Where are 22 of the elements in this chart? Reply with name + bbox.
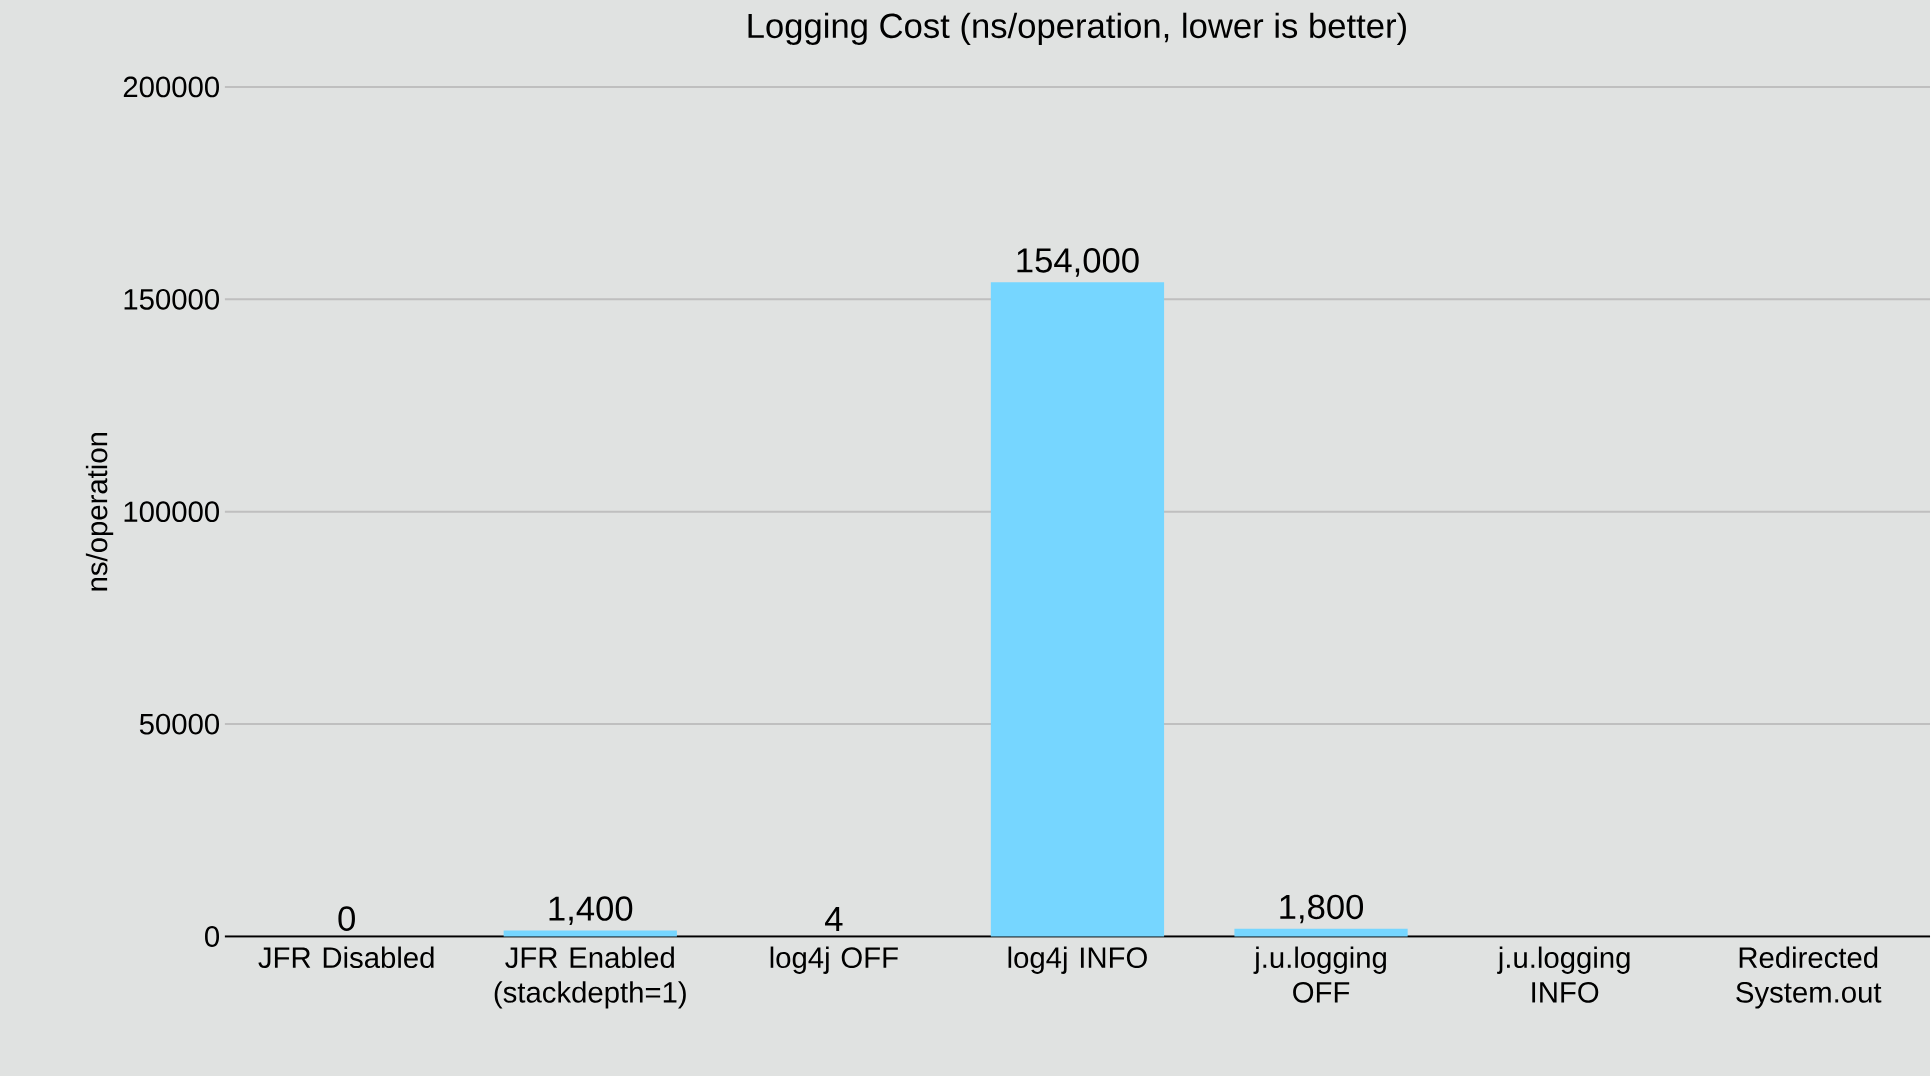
bar <box>1234 928 1408 937</box>
y-tick-label: 200000 <box>123 76 220 98</box>
y-tick-label: 50000 <box>139 713 220 735</box>
data-label: 4 <box>825 906 843 931</box>
x-tick-label: log4j INFO <box>1008 946 1147 974</box>
bar <box>503 930 677 937</box>
data-label: 1,400 <box>549 896 633 925</box>
data-label: 1,800 <box>1280 894 1364 924</box>
x-tick-label: JFR Enabled (stackdepth=1) <box>494 946 686 1009</box>
bar <box>990 282 1165 937</box>
y-tick-label: 0 <box>205 925 220 947</box>
x-tick-label: j.u.logging OFF <box>1253 946 1386 1003</box>
x-tick-label: Redirected System.out <box>1736 946 1882 1009</box>
data-label: 154,000 <box>1017 247 1139 277</box>
x-tick-label: j.u.logging INFO <box>1497 946 1630 1003</box>
y-tick-label: 100000 <box>124 501 220 522</box>
x-tick-label: JFR Disabled <box>258 946 434 968</box>
y-axis-title: ns/operation <box>85 432 114 591</box>
chart-title: Logging Cost (ns/operation, lower is better) <box>748 12 1406 45</box>
x-tick-label: log4j OFF <box>770 946 898 974</box>
data-label: 0 <box>338 906 355 931</box>
y-tick-label: 150000 <box>124 288 220 310</box>
